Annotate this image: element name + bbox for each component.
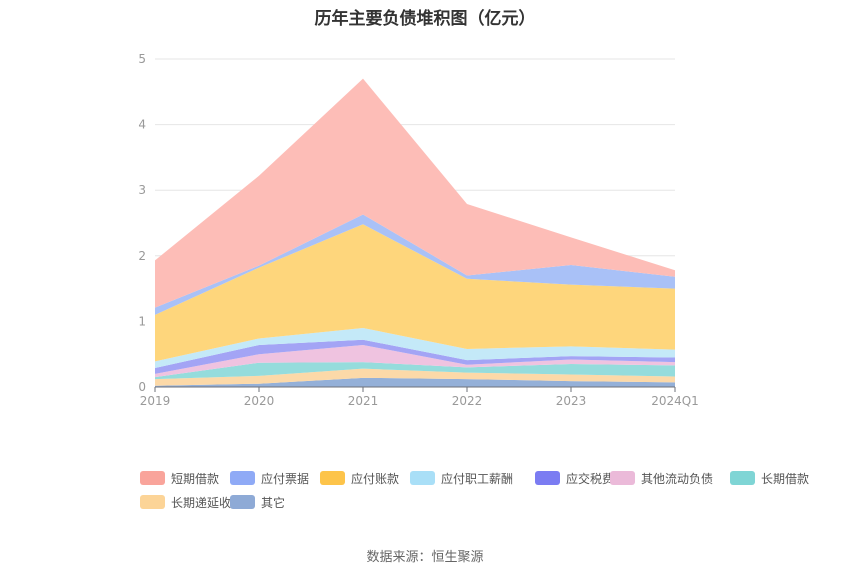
legend-label: 其他流动负债 (641, 471, 714, 486)
legend-label: 短期借款 (171, 471, 220, 486)
y-tick-label: 1 (138, 314, 146, 328)
legend-label: 应付票据 (261, 471, 310, 486)
y-tick-label: 5 (138, 52, 146, 66)
legend-item[interactable]: 长期借款 (730, 470, 809, 486)
legend-label: 应交税费 (566, 471, 615, 486)
y-tick-label: 0 (138, 380, 146, 394)
legend-label: 长期递延收益 (171, 495, 244, 510)
y-tick-label: 3 (138, 183, 146, 197)
area-series-6 (155, 224, 675, 362)
area-series-3 (155, 345, 675, 378)
area-series-5 (155, 327, 675, 368)
stacked-areas (155, 78, 675, 387)
legend-label: 其它 (261, 495, 286, 510)
legend-swatch (230, 495, 255, 509)
legend-swatch (140, 471, 165, 485)
x-tick-label: 2022 (452, 394, 483, 408)
legend-item[interactable]: 应付职工薪酬 (410, 470, 513, 486)
legend-item[interactable]: 应付票据 (230, 470, 309, 486)
legend-item[interactable]: 应交税费 (535, 470, 614, 486)
area-series-8 (155, 78, 675, 308)
chart-title: 历年主要负债堆积图（亿元） (314, 9, 536, 29)
legend-item[interactable]: 其他流动负债 (610, 470, 713, 486)
data-source: 数据来源：恒生聚源 (366, 550, 484, 565)
y-tick-label: 2 (138, 249, 146, 263)
legend-swatch (320, 471, 345, 485)
area-series-1 (155, 368, 675, 386)
legend-swatch (535, 471, 560, 485)
legend-item[interactable]: 其它 (230, 494, 285, 510)
legend-swatch (610, 471, 635, 485)
x-tick-label: 2021 (348, 394, 379, 408)
legend-label: 长期借款 (761, 471, 810, 486)
axes: 0 1 2 3 4 5 2019 2020 2021 2022 2023 2024Q1 (138, 52, 698, 408)
legend-label: 应付职工薪酬 (441, 471, 514, 486)
area-series-2 (155, 362, 675, 380)
legend-swatch (730, 471, 755, 485)
area-series-0 (155, 377, 675, 387)
legend-item[interactable]: 应付账款 (320, 470, 399, 486)
x-tick-label: 2019 (140, 394, 171, 408)
x-tick-label: 2023 (556, 394, 587, 408)
x-tick-label: 2024Q1 (651, 394, 699, 408)
area-series-4 (155, 339, 675, 374)
y-tick-label: 4 (138, 118, 146, 132)
legend-swatch (230, 471, 255, 485)
legend-item[interactable]: 短期借款 (140, 470, 219, 486)
legend-item[interactable]: 长期递延收益 (140, 494, 243, 510)
legend-swatch (410, 471, 435, 485)
legend-swatch (140, 495, 165, 509)
legend-label: 应付账款 (351, 471, 400, 486)
x-tick-label: 2020 (244, 394, 275, 408)
